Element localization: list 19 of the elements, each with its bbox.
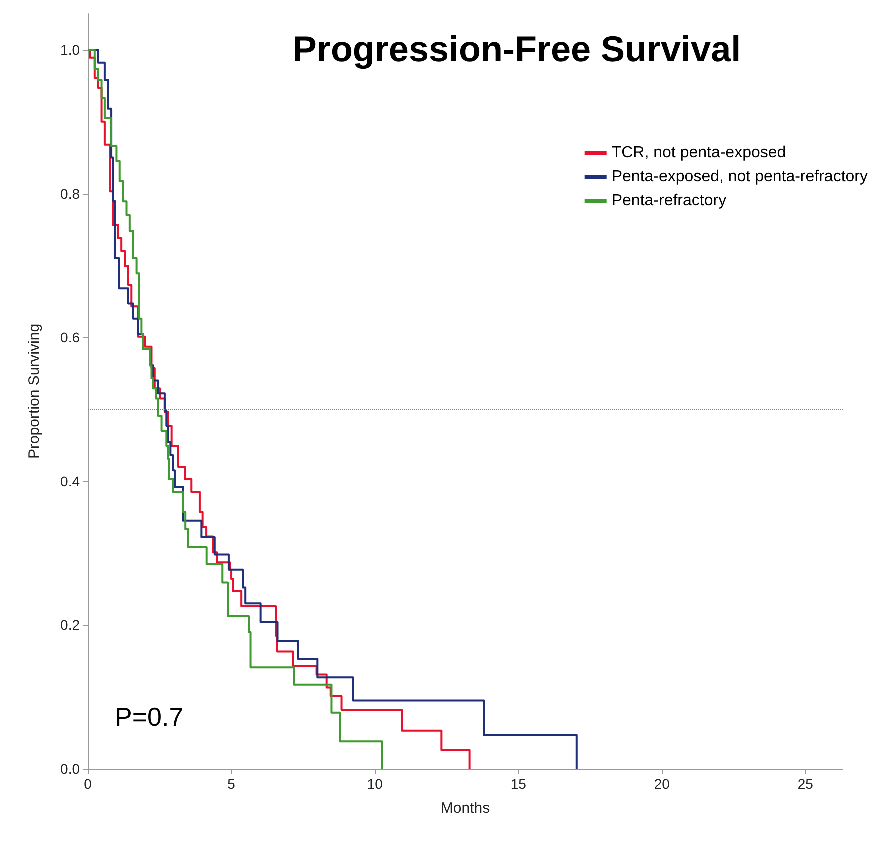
x-tick-label: 10 xyxy=(367,776,384,792)
legend-label: Penta-refractory xyxy=(612,192,727,210)
y-tick-label: 0.8 xyxy=(60,186,80,202)
x-tick-label: 15 xyxy=(510,776,527,792)
x-tick-label: 25 xyxy=(798,776,814,792)
y-axis-title: Proportion Surviving xyxy=(26,324,43,460)
y-tick-label: 1.0 xyxy=(60,42,80,58)
x-axis-title: Months xyxy=(440,800,490,817)
x-tick-label: 5 xyxy=(228,776,236,792)
legend-label: TCR, not penta-exposed xyxy=(612,144,786,162)
y-tick-label: 0.6 xyxy=(60,330,80,346)
annotation: P=0.7 xyxy=(115,702,184,733)
x-tick-label: 0 xyxy=(84,776,92,792)
x-tick-label: 20 xyxy=(654,776,670,792)
legend-label: Penta-exposed, not penta-refractory xyxy=(612,168,868,186)
y-tick-label: 0.4 xyxy=(60,473,80,490)
chart-title: Progression-Free Survival xyxy=(292,28,742,70)
y-tick-label: 0.0 xyxy=(60,761,80,777)
y-tick-label: 0.2 xyxy=(60,617,80,634)
